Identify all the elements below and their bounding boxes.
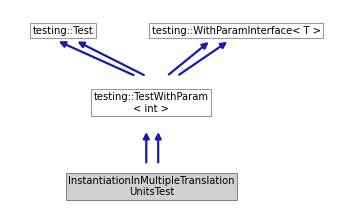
Text: testing::TestWithParam
< int >: testing::TestWithParam < int > xyxy=(94,92,209,114)
Text: testing::WithParamInterface< T >: testing::WithParamInterface< T > xyxy=(152,26,321,36)
Text: InstantiationInMultipleTranslation
UnitsTest: InstantiationInMultipleTranslation Units… xyxy=(68,176,235,197)
Text: testing::Test: testing::Test xyxy=(33,26,93,36)
